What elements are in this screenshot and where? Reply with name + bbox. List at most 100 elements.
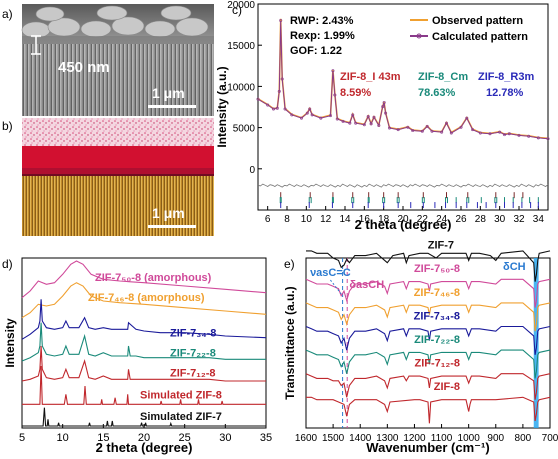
x-tick-label-c: 26 [455,214,467,225]
series-label-zif-7-8: ZIF-7₁₂-8 [415,358,461,370]
x-tick-label-c: 10 [301,214,313,225]
calculated-point [366,114,370,118]
y-tick-label-c: 5000 [233,124,256,135]
series-line-calculated-pattern [257,20,549,140]
phase-labels: ZIF-8_I 43m 8.59% ZIF-8_Cm 78.63% ZIF-8_… [340,71,534,99]
series-label-zif-7-8: ZIF-7₄₆-8 [414,287,460,299]
calculated-point [308,107,312,111]
calculated-point [348,121,352,125]
calculated-point [335,117,339,121]
x-axis-label-e: Wavenumber (cm⁻¹) [366,440,489,455]
calculated-point [299,116,303,120]
series-label-zif-7-8-amorphous: ZIF-7₄₆-8 (amorphous) [88,292,205,304]
x-tick-label-c: 8 [284,214,290,225]
phase-fraction-r3m: 12.78% [486,87,524,99]
calculated-point [275,106,279,110]
x-tick-label-e: 800 [515,433,532,444]
annotation-das-ch: δasCH [349,279,384,291]
calculated-point [331,69,335,73]
phase-fraction-cm: 78.63% [418,87,456,99]
legend-label-calculated: Calculated pattern [432,31,528,43]
calculated-point [280,77,284,81]
series-label-zif-7-8: ZIF-7₂₂-8 [170,348,216,360]
calculated-point [384,111,388,115]
annotation-d-ch: δCH [503,261,526,273]
calculated-point [277,89,281,93]
x-axis-label-c: 2 theta (degree) [355,217,452,232]
series-label-zif-7-8: ZIF-7₃₄-8 [414,310,460,322]
x-tick-label-e: 1100 [431,433,453,444]
eds-surface-layer [22,118,214,148]
scale-bar-a [148,105,196,108]
series-label-simulated-zif-7: Simulated ZIF-7 [140,411,222,423]
x-tick-label-d: 30 [219,432,231,444]
calculated-point [465,116,469,120]
series-label-simulated-zif-8: Simulated ZIF-8 [140,389,222,401]
fit-stat-rexp: Rexp: 1.99% [290,30,355,42]
y-tick-label-c: 0 [249,165,255,176]
calculated-point [305,111,309,115]
panel-d-label: d) [2,257,13,271]
series-line-zif-7-8 [305,278,551,308]
panel-b: b) 1 μm [2,118,214,236]
calculated-point [333,93,337,97]
calculated-point [546,137,550,141]
calculated-point [425,124,429,128]
x-tick-label-c: 30 [494,214,506,225]
x-tick-label-d: 20 [138,432,150,444]
series-line-zif-7-8 [305,349,551,379]
x-tick-label-d: 35 [260,432,272,444]
calculated-point [362,123,366,127]
calculated-point [387,126,391,130]
calculated-point [498,130,502,134]
series-line-zif-7-8-amorphous [21,282,267,319]
x-tick-label-d: 10 [57,432,69,444]
calculated-point [420,129,424,133]
calculated-point [382,100,386,104]
panel-c: c) 0 5000 10000 15000 20000 6 8 10 12 14 16 18 20 22… [215,0,550,232]
x-tick-label-c: 18 [378,214,390,225]
legend-c: Observed pattern Calculated pattern [410,15,528,43]
scale-bar-label-a: 1 μm [152,85,185,101]
series-label-zif-7: ZIF-7 [428,240,454,252]
x-tick-label-c: 16 [359,214,371,225]
fit-stat-gof: GOF: 1.22 [290,45,342,57]
panel-e-label: e) [284,257,295,271]
x-tick-label-e: 1200 [403,433,426,444]
series-line-zif-7 [306,250,551,282]
fit-stat-rwp: RWP: 2.43% [290,15,354,27]
x-tick-label-e: 1300 [376,433,399,444]
calculated-point [488,132,492,136]
x-tick-label-c: 14 [339,214,351,225]
scale-bar-label-b: 1 μm [152,205,185,221]
y-axis-label-e: Transmittance (a.u.) [283,286,297,399]
series-line-zif-7-8 [21,345,266,382]
series-label-zif-7-8-amorphous: ZIF-7₅₀-8 (amorphous) [95,272,212,284]
calculated-point [279,18,283,22]
series-line-zif-7-8-amorphous [21,260,267,299]
y-tick-label-c: 20000 [227,0,255,11]
calculated-point [471,128,475,132]
annotation-arrow-vas-cc [330,279,342,295]
x-tick-label-e: 1500 [322,433,345,444]
legend-label-observed: Observed pattern [432,15,523,27]
x-tick-label-c: 6 [265,214,271,225]
x-tick-label-e: 1400 [349,433,372,444]
panel-d: d) 5 10 15 20 25 30 35 ZIF-7₅₀-8 (amorphous) ZI… [2,257,272,455]
x-tick-label-c: 28 [475,214,487,225]
calculated-point [507,132,511,136]
phase-name-cm: ZIF-8_Cm [418,71,468,83]
panel-a: a) 450 nm 1 μm [2,4,214,116]
calculated-point [502,133,506,137]
calculated-point [310,113,314,117]
panel-b-label: b) [2,119,13,133]
calculated-point [406,125,410,129]
calculated-point [351,113,355,117]
y-axis-label-c: Intensity (a.u.) [215,66,229,147]
series-line-zif-7-8 [305,302,551,332]
x-tick-label-e: 700 [542,433,558,444]
series-label-zif-7-8: ZIF-7₂₂-8 [414,334,460,346]
calculated-point [319,116,323,120]
plot-frame-e [305,257,551,429]
x-tick-label-e: 1600 [295,433,318,444]
